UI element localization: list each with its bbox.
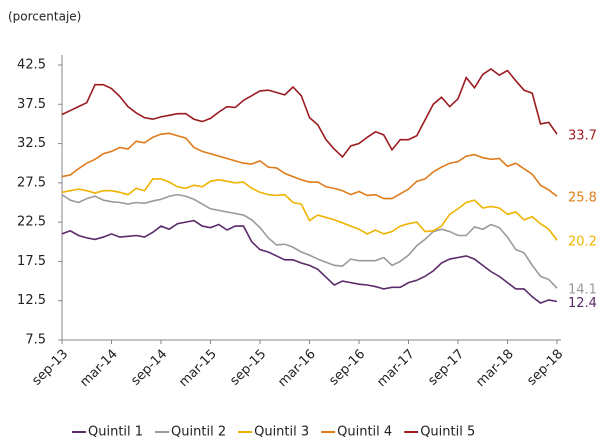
y-tick-label: 27.5	[17, 175, 46, 190]
y-tick-label: 7.5	[25, 333, 46, 348]
end-label: 33.7	[568, 129, 597, 144]
x-tick-label: mar-18	[473, 347, 516, 390]
legend-label: Quintil 4	[337, 425, 392, 440]
end-label: 25.8	[568, 191, 597, 206]
chart-subtitle: (porcentaje)	[8, 10, 81, 24]
series-line	[61, 219, 558, 304]
x-tick-label: sep-16	[326, 347, 368, 389]
x-tick-label: sep-18	[524, 347, 566, 389]
end-label: 12.4	[568, 296, 597, 311]
x-tick-label: sep-13	[29, 347, 71, 389]
series-line	[61, 67, 558, 159]
legend-label: Quintil 1	[88, 425, 143, 440]
y-tick-label: 17.5	[17, 254, 46, 269]
y-tick-label: 42.5	[17, 58, 46, 73]
series-line	[61, 178, 558, 241]
legend-label: Quintil 3	[254, 425, 309, 440]
x-tick-label: mar-16	[275, 347, 318, 390]
end-label: 14.1	[568, 283, 597, 298]
series-line	[61, 193, 558, 289]
legend-label: Quintil 2	[171, 425, 226, 440]
y-tick-label: 22.5	[17, 215, 46, 230]
y-tick-label: 32.5	[17, 136, 46, 151]
x-tick-label: mar-15	[176, 347, 219, 390]
x-tick-label: sep-15	[227, 347, 269, 389]
y-tick-label: 12.5	[17, 293, 46, 308]
x-tick-label: mar-17	[374, 347, 417, 390]
legend-label: Quintil 5	[420, 425, 475, 440]
end-label: 20.2	[568, 235, 597, 250]
x-tick-label: sep-14	[128, 347, 170, 389]
y-tick-label: 37.5	[17, 97, 46, 112]
x-tick-label: sep-17	[425, 347, 467, 389]
series-line	[61, 132, 558, 200]
x-tick-label: mar-14	[77, 347, 120, 390]
